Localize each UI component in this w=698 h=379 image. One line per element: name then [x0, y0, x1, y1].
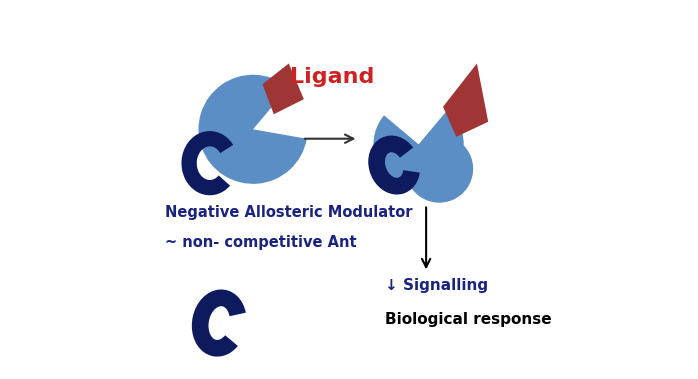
Wedge shape [198, 75, 307, 184]
Text: Negative Allosteric Modulator: Negative Allosteric Modulator [165, 205, 412, 219]
Polygon shape [443, 63, 488, 137]
Text: Biological response: Biological response [385, 312, 551, 327]
Polygon shape [411, 148, 452, 190]
Text: ~ non- competitive Ant: ~ non- competitive Ant [165, 235, 356, 250]
Wedge shape [408, 135, 473, 203]
Wedge shape [373, 110, 463, 190]
Text: ↓ Signalling: ↓ Signalling [385, 278, 488, 293]
Polygon shape [262, 63, 304, 114]
Text: Ligand: Ligand [290, 67, 374, 87]
